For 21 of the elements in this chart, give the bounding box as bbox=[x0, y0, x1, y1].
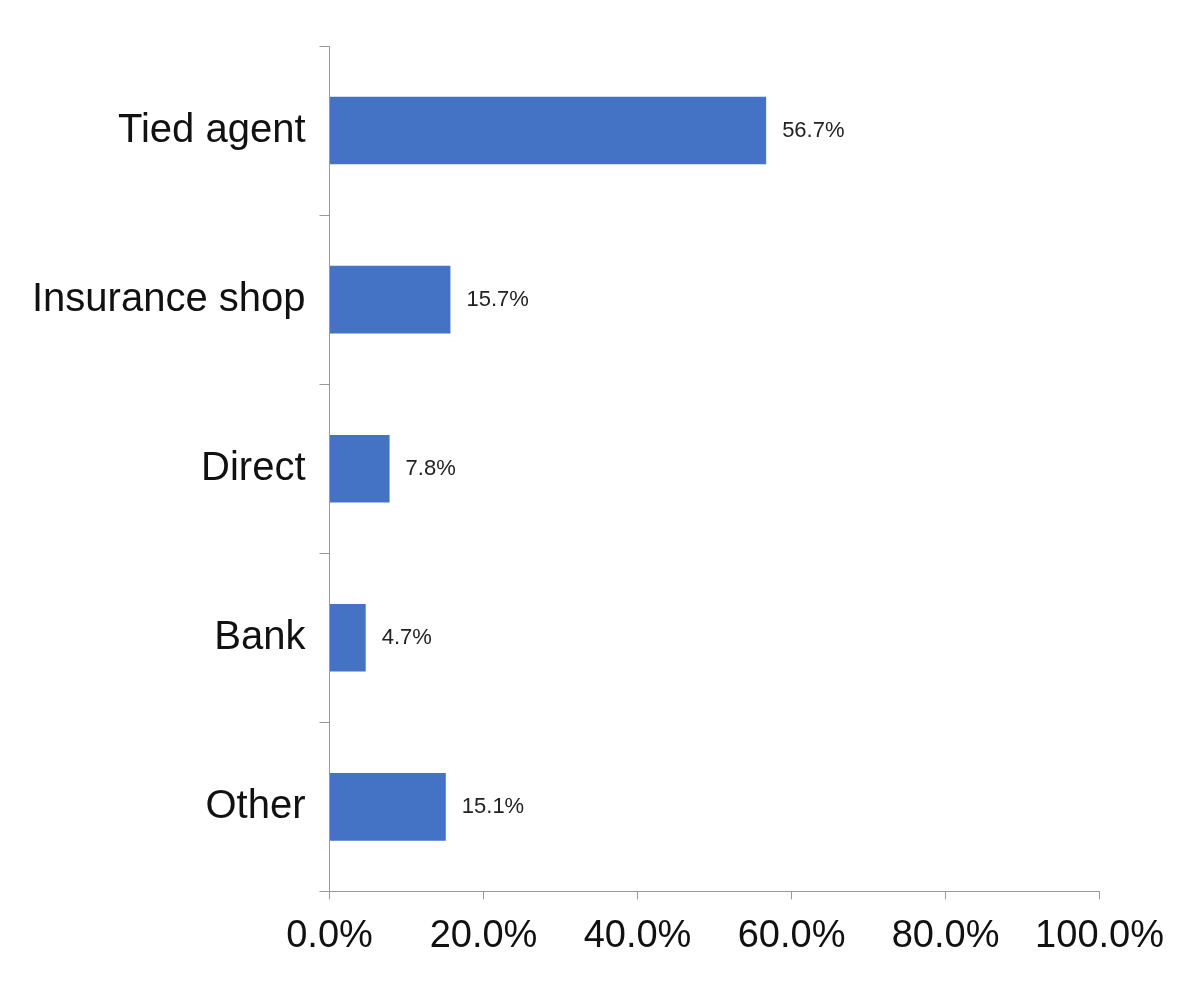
y-tick-label: Direct bbox=[201, 443, 306, 488]
data-label: 56.7% bbox=[782, 116, 845, 142]
bar bbox=[330, 603, 366, 672]
data-label: 7.8% bbox=[405, 454, 456, 480]
bar bbox=[330, 96, 767, 165]
bar bbox=[330, 773, 446, 841]
x-tick-label: 40.0% bbox=[583, 912, 692, 955]
y-tick-label: Insurance shop bbox=[32, 274, 306, 319]
x-tick-label: 80.0% bbox=[891, 912, 1000, 955]
x-tick-label: 0.0% bbox=[286, 912, 373, 955]
data-label: 15.7% bbox=[466, 285, 529, 311]
data-label: 4.7% bbox=[381, 623, 432, 649]
x-tick-label: 100.0% bbox=[1035, 912, 1164, 955]
x-tick-label: 60.0% bbox=[737, 912, 846, 955]
data-label: 15.1% bbox=[461, 792, 525, 818]
y-tick-label: Tied agent bbox=[117, 105, 306, 150]
bar bbox=[330, 265, 451, 334]
bar bbox=[330, 434, 390, 503]
y-tick-label: Other bbox=[205, 781, 306, 826]
x-tick-label: 20.0% bbox=[429, 912, 538, 955]
y-tick-label: Bank bbox=[214, 612, 307, 657]
